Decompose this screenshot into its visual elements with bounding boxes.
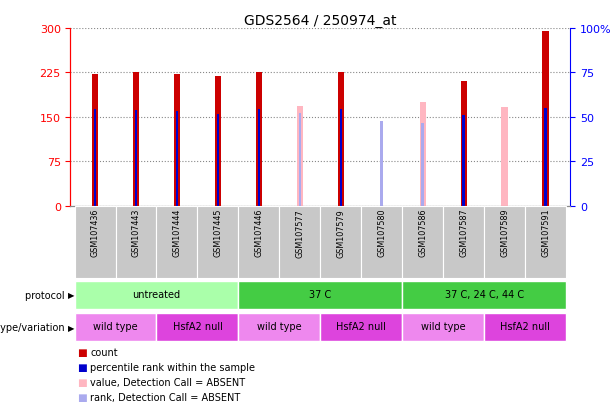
- Bar: [297, 106, 303, 206]
- Bar: [320, 313, 402, 341]
- Bar: [544, 109, 547, 206]
- Bar: [75, 313, 156, 341]
- Bar: [176, 112, 178, 206]
- Bar: [402, 281, 566, 309]
- Bar: [460, 82, 466, 206]
- Text: GSM107444: GSM107444: [172, 208, 181, 256]
- Text: GSM107445: GSM107445: [213, 208, 223, 256]
- Bar: [462, 116, 465, 206]
- Text: wild type: wild type: [257, 322, 302, 332]
- Bar: [402, 206, 443, 278]
- Bar: [75, 206, 115, 278]
- Text: GSM107577: GSM107577: [295, 208, 304, 257]
- Bar: [501, 108, 508, 206]
- Text: percentile rank within the sample: percentile rank within the sample: [90, 362, 255, 372]
- Bar: [422, 124, 424, 206]
- Text: ■: ■: [77, 362, 86, 372]
- Bar: [75, 281, 238, 309]
- Bar: [216, 114, 219, 206]
- Bar: [419, 103, 426, 206]
- Bar: [215, 77, 221, 206]
- Bar: [381, 122, 383, 206]
- Text: HsfA2 null: HsfA2 null: [172, 322, 223, 332]
- Bar: [156, 206, 197, 278]
- Bar: [338, 73, 344, 206]
- Bar: [484, 313, 566, 341]
- Text: HsfA2 null: HsfA2 null: [500, 322, 550, 332]
- Text: GSM107579: GSM107579: [337, 208, 345, 257]
- Text: count: count: [90, 347, 118, 357]
- Bar: [92, 75, 98, 206]
- Bar: [94, 110, 96, 206]
- Text: ■: ■: [77, 377, 86, 387]
- Text: HsfA2 null: HsfA2 null: [337, 322, 386, 332]
- Text: 37 C: 37 C: [309, 290, 332, 299]
- Bar: [340, 110, 342, 206]
- Bar: [402, 313, 484, 341]
- Text: GSM107580: GSM107580: [377, 208, 386, 256]
- Bar: [156, 313, 238, 341]
- Bar: [256, 73, 262, 206]
- Text: GSM107443: GSM107443: [132, 208, 140, 256]
- Text: wild type: wild type: [421, 322, 465, 332]
- Bar: [299, 114, 301, 206]
- Text: GSM107589: GSM107589: [500, 208, 509, 257]
- Bar: [484, 206, 525, 278]
- Text: wild type: wild type: [93, 322, 138, 332]
- Bar: [174, 75, 180, 206]
- Bar: [280, 206, 320, 278]
- Bar: [115, 206, 156, 278]
- Bar: [197, 206, 238, 278]
- Text: 37 C, 24 C, 44 C: 37 C, 24 C, 44 C: [444, 290, 524, 299]
- Bar: [525, 206, 566, 278]
- Text: GSM107436: GSM107436: [91, 208, 99, 256]
- Bar: [543, 32, 549, 206]
- Text: GSM107586: GSM107586: [418, 208, 427, 256]
- Text: ■: ■: [77, 392, 86, 402]
- Bar: [238, 313, 320, 341]
- Bar: [238, 206, 280, 278]
- Bar: [443, 206, 484, 278]
- Text: ■: ■: [77, 347, 86, 357]
- Title: GDS2564 / 250974_at: GDS2564 / 250974_at: [244, 14, 397, 28]
- Text: untreated: untreated: [132, 290, 181, 299]
- Bar: [135, 110, 137, 206]
- Bar: [320, 206, 361, 278]
- Bar: [257, 110, 260, 206]
- Text: protocol: protocol: [25, 290, 67, 300]
- Text: ▶: ▶: [68, 323, 75, 332]
- Text: rank, Detection Call = ABSENT: rank, Detection Call = ABSENT: [90, 392, 240, 402]
- Bar: [361, 206, 402, 278]
- Text: value, Detection Call = ABSENT: value, Detection Call = ABSENT: [90, 377, 245, 387]
- Text: GSM107446: GSM107446: [254, 208, 264, 256]
- Text: GSM107587: GSM107587: [459, 208, 468, 257]
- Text: ▶: ▶: [68, 291, 75, 299]
- Bar: [133, 73, 139, 206]
- Text: GSM107591: GSM107591: [541, 208, 550, 257]
- Bar: [238, 281, 402, 309]
- Text: genotype/variation: genotype/variation: [0, 322, 67, 332]
